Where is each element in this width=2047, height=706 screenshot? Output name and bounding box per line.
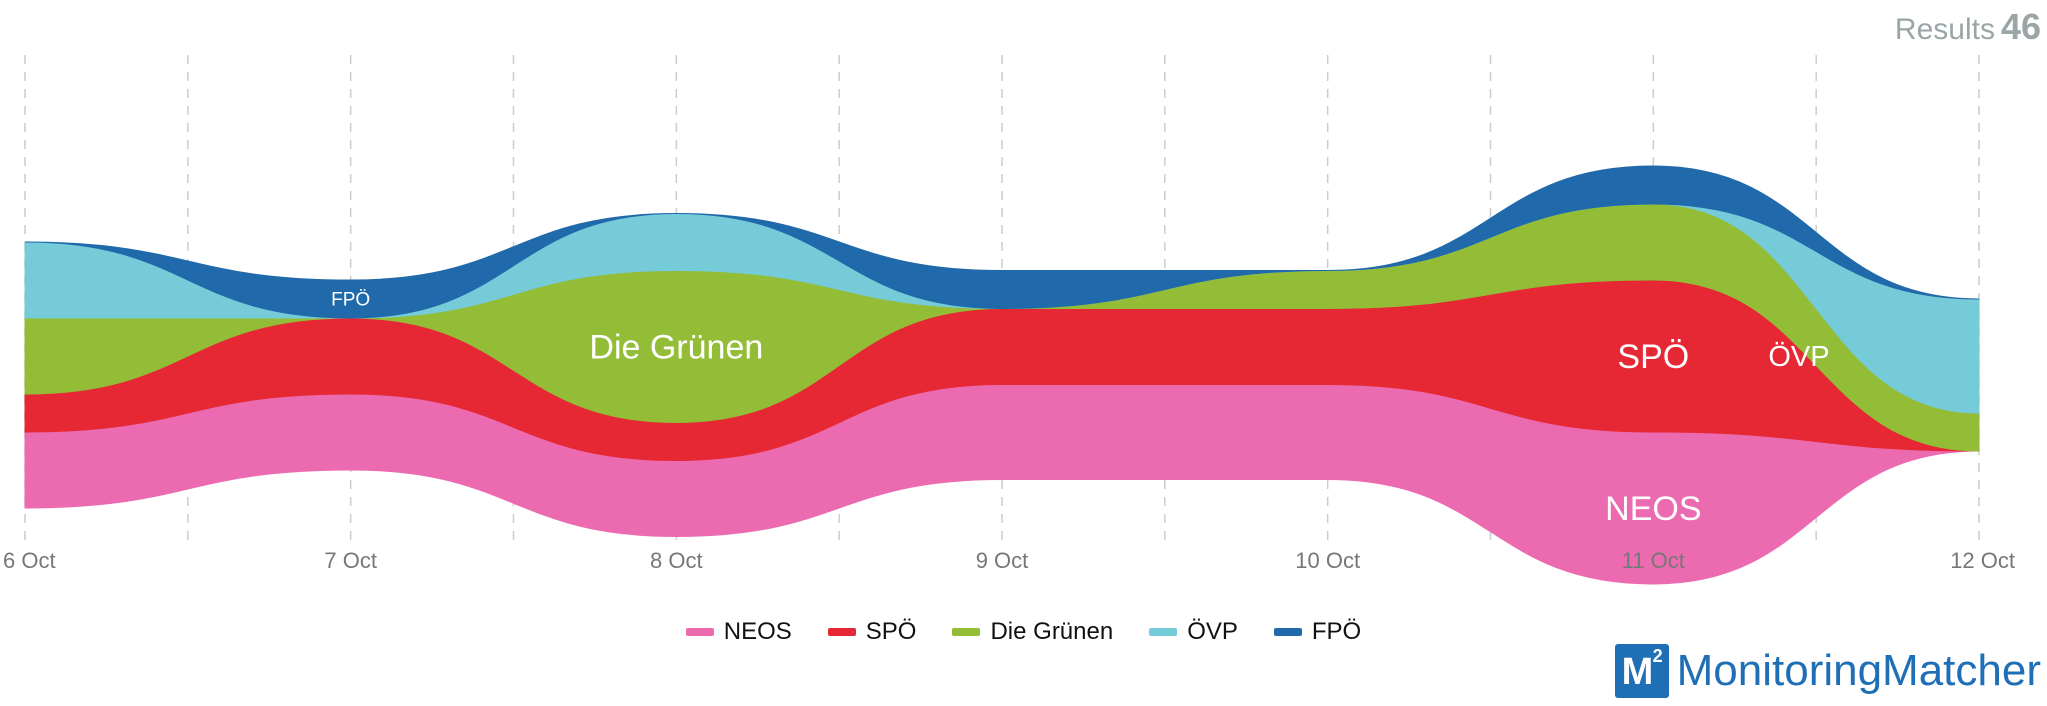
x-tick-label: 11 Oct	[1622, 548, 1685, 573]
stream-label: FPÖ	[331, 290, 370, 311]
results-counter: Results 46	[1895, 6, 2041, 48]
chart-area: NEOS SPÖ Die Grünen ÖVP FPÖ 6 Oct 7 Oct 8 Oct 9…	[3, 55, 2015, 585]
x-tick-label: 12 Oct	[1950, 548, 2015, 573]
legend-item[interactable]: FPÖ	[1273, 618, 1362, 646]
area-fp-	[24, 165, 1980, 319]
stream-labels: NEOS SPÖ Die Grünen ÖVP FPÖ	[331, 290, 1829, 528]
legend-label: NEOS	[723, 618, 792, 645]
legend-label: ÖVP	[1187, 618, 1238, 645]
monitoringmatcher-logo: M 2 MonitoringMatcher	[1614, 642, 2041, 700]
logo-mark: M 2	[1614, 644, 1669, 698]
logo-mark-letter: M	[1621, 651, 1654, 693]
results-label: Results	[1894, 13, 1995, 46]
legend-label: FPÖ	[1311, 618, 1362, 645]
legend-item[interactable]: ÖVP	[1149, 618, 1238, 646]
stream-label: NEOS	[1605, 490, 1701, 528]
stream-label: SPÖ	[1617, 338, 1689, 376]
legend-swatch	[827, 628, 856, 636]
logo-text: MonitoringMatcher	[1676, 646, 2041, 695]
x-tick-label: 9 Oct	[976, 548, 1029, 573]
legend-item[interactable]: SPÖ	[827, 618, 917, 646]
legend-swatch	[1273, 628, 1302, 636]
stream-label: Die Grünen	[589, 328, 763, 366]
x-tick-label: 7 Oct	[324, 548, 377, 573]
stream-areas	[24, 165, 1980, 585]
legend-item[interactable]: Die Grünen	[952, 618, 1113, 646]
legend-label: Die Grünen	[990, 618, 1114, 645]
legend-item[interactable]: NEOS	[685, 618, 792, 646]
x-tick-label: 10 Oct	[1295, 548, 1360, 573]
legend-swatch	[952, 628, 981, 636]
x-tick-label: 8 Oct	[650, 548, 703, 573]
legend-swatch	[1149, 628, 1178, 636]
legend-label: SPÖ	[865, 618, 917, 645]
legend: NEOS SPÖ Die Grünen ÖVP FPÖ	[0, 614, 2047, 650]
legend-swatch	[685, 628, 714, 636]
results-count: 46	[2000, 6, 2041, 47]
x-tick-label: 6 Oct	[3, 548, 56, 573]
logo-mark-superscript: 2	[1652, 646, 1663, 666]
stream-label: ÖVP	[1768, 341, 1829, 373]
x-axis-ticks: 6 Oct 7 Oct 8 Oct 9 Oct 10 Oct 11 Oct 12 Oct	[3, 548, 2015, 573]
